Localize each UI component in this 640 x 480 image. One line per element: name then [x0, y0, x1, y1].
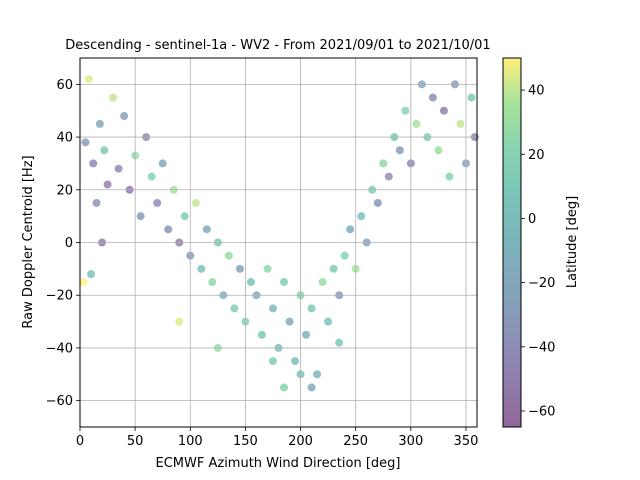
data-point [92, 198, 101, 207]
data-point [87, 270, 96, 279]
data-point [268, 357, 277, 366]
data-point [235, 264, 244, 273]
colorbar-tick-label: 20 [528, 148, 545, 163]
data-point [439, 106, 448, 115]
data-point [120, 111, 129, 120]
x-axis-ticks: 0 50 100 150 200 250 300 350 [76, 427, 479, 449]
data-point [153, 198, 162, 207]
data-point [208, 278, 217, 287]
colorbar-tick-label: 40 [528, 84, 545, 99]
data-point [114, 164, 123, 173]
data-point [263, 264, 272, 273]
data-point [379, 159, 388, 168]
grid [79, 58, 477, 427]
data-point [313, 370, 322, 379]
data-point [158, 159, 167, 168]
data-point [81, 138, 90, 147]
data-point [335, 338, 344, 347]
x-axis-label: ECMWF Azimuth Wind Direction [deg] [156, 456, 401, 471]
colorbar-tick-label: 0 [528, 212, 536, 227]
data-point [100, 146, 109, 155]
data-point [109, 93, 118, 102]
data-point [384, 172, 393, 181]
colorbar-label: Latitude [deg] [565, 196, 580, 288]
data-point [412, 119, 421, 128]
y-tick-label: 40 [56, 131, 73, 146]
plot-points [79, 75, 479, 392]
data-point [164, 225, 173, 234]
data-point [230, 304, 239, 313]
data-point [175, 317, 184, 326]
data-point [79, 278, 88, 287]
x-tick-label: 350 [454, 434, 479, 449]
data-point [136, 212, 145, 221]
y-tick-label: −60 [46, 394, 73, 409]
data-point [89, 159, 98, 168]
colorbar [503, 58, 521, 427]
x-tick-label: 250 [343, 434, 368, 449]
data-point [401, 106, 410, 115]
data-point [268, 304, 277, 313]
y-axis-label: Raw Doppler Centroid [Hz] [21, 155, 36, 328]
data-point [202, 225, 211, 234]
data-point [346, 225, 355, 234]
y-tick-label: −20 [46, 289, 73, 304]
x-tick-label: 50 [127, 434, 144, 449]
x-tick-label: 300 [398, 434, 423, 449]
data-point [280, 383, 289, 392]
data-point [373, 198, 382, 207]
x-tick-label: 200 [288, 434, 313, 449]
y-tick-label: 20 [56, 183, 73, 198]
chart-title: Descending - sentinel-1a - WV2 - From 20… [65, 38, 490, 53]
data-point [147, 172, 156, 181]
data-point [84, 75, 93, 84]
data-point [357, 212, 366, 221]
data-point [340, 251, 349, 260]
data-point [291, 357, 300, 366]
colorbar-frame [502, 57, 522, 428]
x-tick-label: 100 [178, 434, 203, 449]
data-point [428, 93, 437, 102]
data-point [103, 180, 112, 189]
y-axis-ticks: −60 −40 −20 0 20 40 60 [46, 78, 80, 409]
data-point [191, 198, 200, 207]
data-point [307, 383, 316, 392]
y-tick-label: 60 [56, 78, 73, 93]
colorbar-tick-label: −20 [528, 276, 555, 291]
data-point [434, 146, 443, 155]
x-tick-label: 0 [76, 434, 84, 449]
y-tick-label: −40 [46, 341, 73, 356]
data-point [257, 330, 266, 339]
colorbar-ticks: −60 −40 −20 0 20 40 [521, 84, 555, 419]
data-point [456, 119, 465, 128]
data-point [180, 212, 189, 221]
y-tick-label: 0 [65, 236, 73, 251]
data-point [329, 264, 338, 273]
x-tick-label: 150 [233, 434, 258, 449]
data-point [280, 278, 289, 287]
data-point [324, 317, 333, 326]
data-point [318, 278, 327, 287]
data-point [224, 251, 233, 260]
colorbar-tick-label: −40 [528, 340, 555, 355]
data-point [246, 278, 255, 287]
data-point [95, 119, 104, 128]
data-point [395, 146, 404, 155]
colorbar-tick-label: −60 [528, 404, 555, 419]
data-point [302, 330, 311, 339]
data-point [445, 172, 454, 181]
data-point [285, 317, 294, 326]
data-point [197, 264, 206, 273]
data-point [307, 304, 316, 313]
data-point [467, 93, 476, 102]
